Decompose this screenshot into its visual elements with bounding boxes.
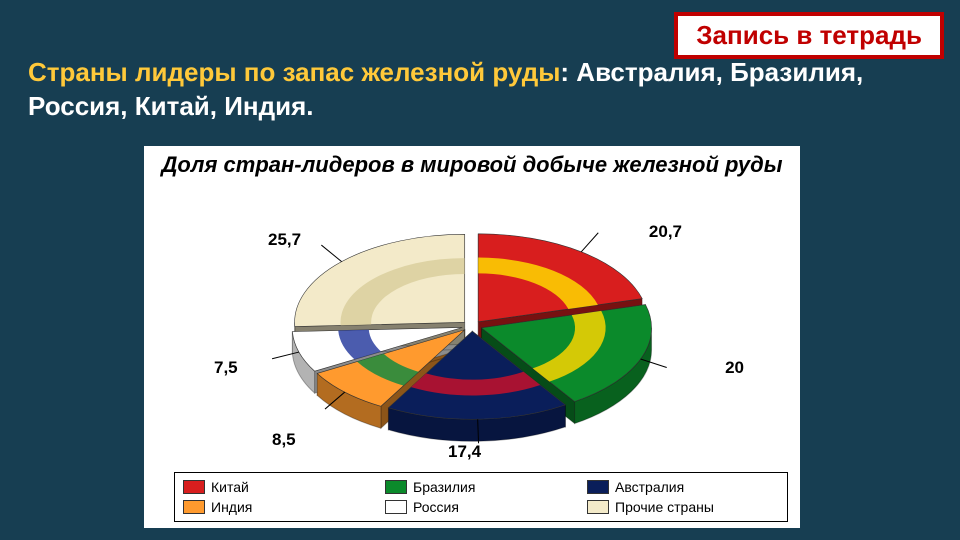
label-australia: 17,4 bbox=[448, 442, 481, 462]
label-russia: 7,5 bbox=[214, 358, 238, 378]
chart-container: Доля стран-лидеров в мировой добыче желе… bbox=[144, 146, 800, 528]
label-china: 20,7 bbox=[649, 222, 682, 242]
legend-swatch bbox=[385, 480, 407, 494]
legend-item: Австралия bbox=[587, 479, 779, 495]
title-block: Страны лидеры по запас железной руды: Ав… bbox=[28, 56, 928, 124]
label-others: 25,7 bbox=[268, 230, 301, 250]
legend-label: Россия bbox=[413, 499, 459, 515]
slide-root: Запись в тетрадь Страны лидеры по запас … bbox=[0, 0, 960, 540]
legend-label: Австралия bbox=[615, 479, 684, 495]
write-badge-text: Запись в тетрадь bbox=[696, 20, 922, 50]
write-badge: Запись в тетрадь bbox=[674, 12, 944, 59]
legend-label: Китай bbox=[211, 479, 249, 495]
pie-svg bbox=[144, 208, 800, 468]
pie-chart: 20,7 20 17,4 8,5 7,5 25,7 bbox=[144, 208, 800, 468]
legend-item: Россия bbox=[385, 499, 577, 515]
legend-swatch bbox=[587, 500, 609, 514]
legend-item: Прочие страны bbox=[587, 499, 779, 515]
legend-swatch bbox=[587, 480, 609, 494]
legend-label: Бразилия bbox=[413, 479, 475, 495]
legend-label: Прочие страны bbox=[615, 499, 714, 515]
legend-swatch bbox=[385, 500, 407, 514]
chart-legend: Китай Бразилия Австралия Индия Россия Пр… bbox=[174, 472, 788, 522]
title-yellow: Страны лидеры по запас железной руды bbox=[28, 57, 560, 87]
chart-title: Доля стран-лидеров в мировой добыче желе… bbox=[144, 152, 800, 177]
label-brazil: 20 bbox=[725, 358, 744, 378]
legend-item: Бразилия bbox=[385, 479, 577, 495]
label-india: 8,5 bbox=[272, 430, 296, 450]
legend-swatch bbox=[183, 480, 205, 494]
legend-label: Индия bbox=[211, 499, 252, 515]
legend-swatch bbox=[183, 500, 205, 514]
legend-item: Индия bbox=[183, 499, 375, 515]
legend-item: Китай bbox=[183, 479, 375, 495]
